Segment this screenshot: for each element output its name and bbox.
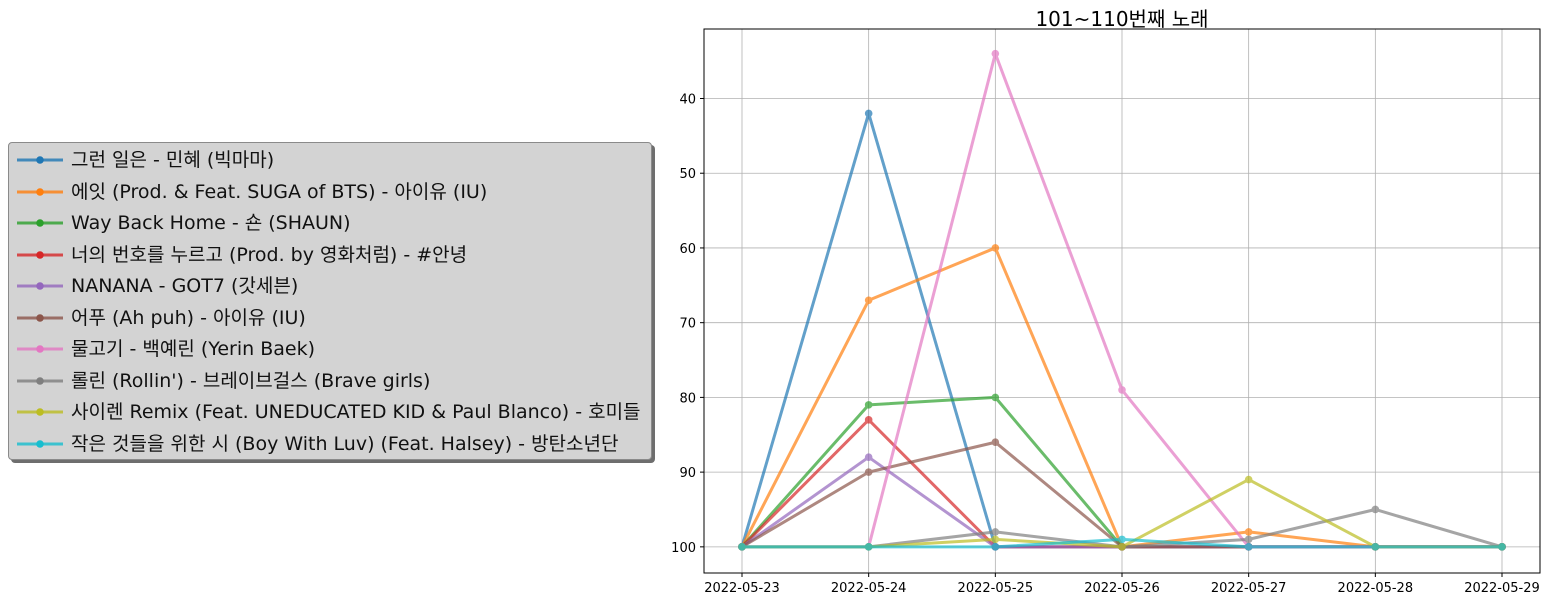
legend-item: 물고기 - 백예린 (Yerin Baek) [9, 334, 651, 365]
data-point [864, 401, 873, 409]
legend-item: 작은 것들을 위한 시 (Boy With Luv) (Feat. Halsey… [9, 429, 651, 460]
data-point [1244, 528, 1253, 536]
legend-swatch-marker [36, 187, 44, 196]
x-axis-ticks: 2022-05-23 2022-05-24 2022-05-25 2022-05-26… [704, 573, 1540, 596]
x-tick-label: 2022-05-28 [1338, 581, 1414, 596]
data-point [991, 535, 1000, 544]
y-tick-label: 40 [679, 92, 696, 107]
legend-swatch [17, 313, 63, 322]
data-point [991, 438, 1000, 447]
legend-item: 어푸 (Ah puh) - 아이유 (IU) [9, 303, 651, 334]
data-point [864, 296, 873, 305]
data-point [1118, 386, 1126, 394]
legend-label: 물고기 - 백예린 (Yerin Baek) [71, 338, 315, 360]
data-point [864, 416, 873, 424]
legend-item: 사이렌 Remix (Feat. UNEDUCATED KID & Paul B… [9, 397, 651, 428]
y-tick-label: 90 [679, 466, 696, 481]
data-point [1244, 543, 1253, 551]
y-axis-ticks: 40 50 60 70 80 90 100 [671, 92, 704, 556]
data-point [991, 49, 1000, 58]
legend-swatch [17, 439, 63, 448]
x-tick-label: 2022-05-23 [704, 581, 780, 596]
data-point [1371, 505, 1380, 514]
legend-swatch [17, 408, 63, 416]
legend-swatch-marker [36, 376, 44, 385]
x-tick-label: 2022-05-26 [1084, 581, 1160, 596]
legend-label: NANANA - GOT7 (갓세븐) [71, 275, 299, 297]
legend-swatch-marker [36, 250, 44, 259]
legend-label: 너의 번호를 누르고 (Prod. by 영화처럼) - #안녕 [71, 243, 468, 266]
data-point [864, 543, 873, 551]
legend-item: Way Back Home - 숀 (SHAUN) [9, 208, 651, 239]
legend-label: 에잇 (Prod. & Feat. SUGA of BTS) - 아이유 (IU… [71, 180, 488, 203]
y-tick-label: 50 [679, 167, 696, 182]
legend: 그런 일은 - 민혜 (빅마마) 에잇 (Prod. & Feat. SUGA o… [8, 142, 652, 460]
y-tick-label: 70 [679, 317, 696, 332]
data-point [864, 453, 873, 461]
data-point [1118, 543, 1126, 551]
y-tick-label: 60 [679, 242, 696, 257]
legend-item: 롤린 (Rollin') - 브레이브걸스 (Brave girls) [9, 366, 651, 397]
legend-label: Way Back Home - 숀 (SHAUN) [71, 212, 351, 234]
x-tick-label: 2022-05-25 [958, 581, 1034, 596]
x-tick-label: 2022-05-27 [1211, 581, 1287, 596]
legend-label: 롤린 (Rollin') - 브레이브걸스 (Brave girls) [71, 369, 431, 392]
data-point [1371, 543, 1380, 551]
legend-swatch-marker [36, 282, 44, 290]
data-point [738, 543, 746, 551]
legend-label: 사이렌 Remix (Feat. UNEDUCATED KID & Paul B… [71, 401, 641, 423]
y-tick-label: 80 [679, 391, 696, 406]
data-point [991, 244, 1000, 252]
legend-swatch-marker [36, 439, 44, 448]
data-point [991, 528, 1000, 536]
legend-item: 너의 번호를 누르고 (Prod. by 영화처럼) - #안녕 [9, 240, 651, 271]
grid-lines [704, 29, 1540, 573]
data-point [1244, 475, 1253, 484]
legend-swatch [17, 282, 63, 290]
legend-swatch [17, 219, 63, 227]
data-point [864, 468, 873, 476]
x-tick-label: 2022-05-24 [831, 581, 907, 596]
y-tick-label: 100 [671, 541, 696, 556]
data-point [864, 109, 873, 118]
x-tick-label: 2022-05-29 [1464, 581, 1540, 596]
chart-title: 101~110번째 노래 [1035, 7, 1209, 31]
data-point [1498, 543, 1506, 551]
series-lines [738, 49, 1506, 551]
legend-swatch-marker [36, 408, 44, 416]
legend-swatch [17, 250, 63, 259]
legend-swatch-marker [36, 156, 44, 164]
data-point [991, 393, 1000, 402]
series-10 [738, 535, 1506, 551]
legend-swatch [17, 187, 63, 196]
legend-label: 그런 일은 - 민혜 (빅마마) [71, 149, 275, 171]
legend-swatch [17, 345, 63, 353]
legend-swatch [17, 376, 63, 385]
legend-label: 어푸 (Ah puh) - 아이유 (IU) [71, 306, 306, 329]
legend-swatch [17, 156, 63, 164]
legend-item: 그런 일은 - 민혜 (빅마마) [9, 145, 651, 176]
data-point [991, 543, 1000, 551]
data-point [1118, 535, 1126, 544]
legend-label: 작은 것들을 위한 시 (Boy With Luv) (Feat. Halsey… [71, 432, 619, 455]
legend-item: NANANA - GOT7 (갓세븐) [9, 271, 651, 302]
legend-item: 에잇 (Prod. & Feat. SUGA of BTS) - 아이유 (IU… [9, 177, 651, 208]
legend-swatch-marker [36, 219, 44, 227]
legend-swatch-marker [36, 313, 44, 322]
data-point [1244, 535, 1253, 544]
legend-swatch-marker [36, 345, 44, 353]
